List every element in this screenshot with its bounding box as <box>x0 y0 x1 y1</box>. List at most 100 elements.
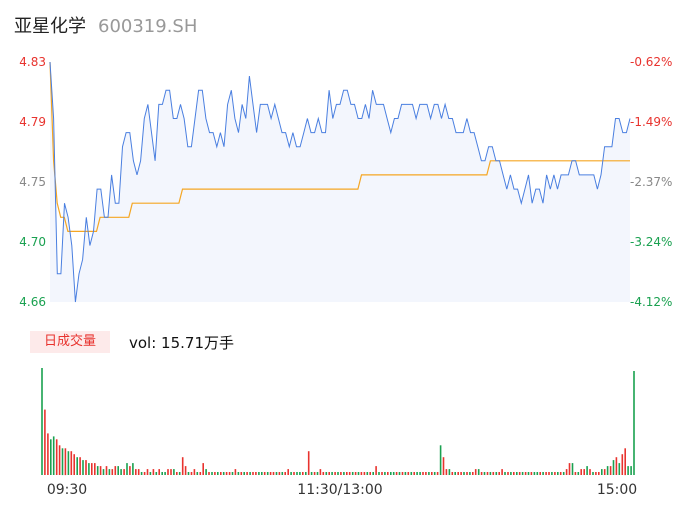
volume-bar <box>595 472 597 475</box>
volume-bar <box>258 472 260 475</box>
volume-bar <box>187 472 190 475</box>
volume-bar <box>91 463 93 475</box>
volume-bar <box>296 472 298 475</box>
volume-bar <box>498 472 500 475</box>
volume-bar <box>559 472 562 475</box>
volume-bar <box>305 472 307 475</box>
volume-bar <box>222 472 225 475</box>
volume-bar <box>176 472 178 475</box>
volume-bar <box>557 472 559 475</box>
volume-bar <box>425 472 427 475</box>
volume-bar <box>322 472 325 475</box>
volume-bar <box>483 472 486 475</box>
volume-bar <box>137 469 140 475</box>
volume-bar <box>428 472 430 475</box>
volume-bar <box>255 472 257 475</box>
y-tick-left-4: 4.70 <box>19 235 46 249</box>
volume-bar <box>536 472 539 475</box>
price-area <box>50 62 630 302</box>
volume-bar <box>633 371 635 475</box>
volume-bar <box>401 472 404 475</box>
volume-bar <box>384 472 386 475</box>
volume-bar <box>609 466 612 475</box>
volume-bar <box>577 472 580 475</box>
volume-bar <box>416 472 418 475</box>
x-tick-close: 15:00 <box>596 482 638 498</box>
volume-bar <box>501 469 503 475</box>
volume-bar <box>524 472 527 475</box>
volume-bar <box>592 472 594 475</box>
volume-bar <box>516 472 518 475</box>
volume-bar <box>123 469 125 475</box>
volume-bar <box>407 472 410 475</box>
volume-bar <box>431 472 433 475</box>
volume-bar <box>287 469 289 475</box>
y-tick-right-5: -4.12% <box>630 295 673 309</box>
volume-bar <box>469 472 471 475</box>
volume-bar <box>319 469 322 475</box>
x-tick-midday: 11:30/13:00 <box>297 482 383 498</box>
volume-bar <box>366 472 369 475</box>
volume-bar <box>340 472 342 475</box>
volume-bar <box>395 472 398 475</box>
volume-bar <box>325 472 328 475</box>
volume-bar <box>79 457 81 475</box>
volume-bar <box>275 472 278 475</box>
price-line <box>49 61 631 303</box>
volume-bar <box>73 454 75 475</box>
volume-bar <box>129 466 131 475</box>
y-tick-left-5: 4.66 <box>19 295 46 309</box>
volume-bar <box>293 472 295 475</box>
volume-bar <box>167 469 169 475</box>
volume-bar <box>586 466 588 475</box>
volume-bar <box>278 472 281 475</box>
volume-bar <box>52 436 55 475</box>
y-tick-right-3: -2.37% <box>630 175 673 189</box>
volume-bar <box>442 457 445 475</box>
volume-bar <box>211 472 213 475</box>
y-tick-left-2: 4.79 <box>19 115 46 129</box>
volume-bar <box>486 472 489 475</box>
volume-bar <box>50 439 52 475</box>
volume-bar <box>343 472 345 475</box>
daily-volume-tab[interactable]: 日成交量 <box>30 331 110 353</box>
volume-bar <box>627 466 629 475</box>
volume-bar <box>76 457 78 475</box>
volume-bar <box>184 466 187 475</box>
volume-bar <box>67 451 70 475</box>
volume-bar <box>249 472 251 475</box>
volume-bar <box>158 469 160 475</box>
volume-bar <box>202 463 204 475</box>
volume-value: 15.71万手 <box>161 334 234 352</box>
volume-bar <box>132 463 134 475</box>
volume-bar <box>539 472 541 475</box>
volume-bar <box>120 469 122 475</box>
volume-bar <box>44 409 46 475</box>
volume-bar <box>135 469 137 475</box>
volume-bar <box>598 472 600 475</box>
volume-bar <box>448 469 451 475</box>
volume-bar <box>310 472 313 475</box>
volume-bar <box>55 439 58 475</box>
volume-bar <box>88 463 90 475</box>
volume-bar <box>178 472 181 475</box>
volume-bar <box>263 472 266 475</box>
volume-bar <box>454 472 456 475</box>
volume-bar <box>492 472 495 475</box>
volume-bar <box>181 457 184 475</box>
volume-bar <box>117 466 119 475</box>
volume-bar <box>618 463 621 475</box>
volume-bar <box>61 448 64 476</box>
volume-bar <box>551 472 553 475</box>
volume-bar <box>419 472 421 475</box>
volume-bar <box>413 472 415 475</box>
stock-title: 亚星化学 600319.SH <box>14 12 197 38</box>
volume-bar <box>41 368 43 475</box>
volume-bar <box>190 472 193 475</box>
volume-bar <box>281 472 284 475</box>
volume-bar <box>477 469 480 475</box>
volume-bar <box>630 466 632 475</box>
volume-bar <box>334 472 336 475</box>
volume-bar <box>105 466 108 475</box>
volume-bar <box>436 472 439 475</box>
